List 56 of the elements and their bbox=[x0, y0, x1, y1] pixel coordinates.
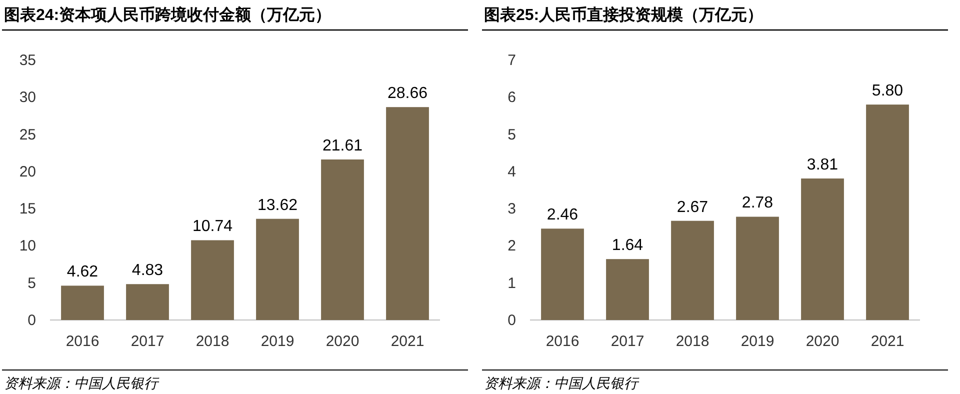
data-label: 4.83 bbox=[132, 262, 164, 280]
x-tick-label: 2020 bbox=[806, 333, 840, 350]
bar bbox=[191, 240, 234, 320]
data-label: 21.61 bbox=[322, 137, 363, 154]
y-tick-label: 10 bbox=[19, 238, 36, 255]
bar bbox=[801, 178, 844, 320]
data-label: 28.66 bbox=[387, 85, 428, 102]
x-tick-label: 2017 bbox=[130, 333, 164, 350]
x-tick-label: 2016 bbox=[546, 333, 580, 350]
data-label: 13.62 bbox=[257, 196, 298, 214]
x-tick-label: 2019 bbox=[260, 333, 294, 350]
x-tick-label: 2021 bbox=[390, 333, 424, 350]
x-tick-label: 2018 bbox=[676, 333, 710, 350]
y-tick-label: 2 bbox=[508, 238, 516, 255]
y-tick-label: 5 bbox=[508, 126, 516, 144]
chart-title: 图表25:人民币直接投资规模（万亿元） bbox=[484, 6, 764, 24]
y-tick-label: 5 bbox=[28, 274, 36, 292]
data-label: 3.81 bbox=[806, 156, 838, 174]
bar bbox=[386, 107, 429, 320]
y-tick-label: 4 bbox=[508, 163, 516, 180]
y-tick-label: 6 bbox=[508, 89, 516, 106]
bar bbox=[866, 104, 909, 320]
x-tick-label: 2018 bbox=[196, 333, 230, 350]
x-tick-label: 2017 bbox=[610, 333, 644, 350]
y-tick-label: 30 bbox=[19, 89, 36, 106]
data-label: 5.80 bbox=[872, 82, 904, 100]
y-tick-label: 0 bbox=[508, 312, 516, 329]
data-label: 2.78 bbox=[742, 194, 774, 212]
y-tick-label: 35 bbox=[19, 52, 36, 69]
y-tick-label: 7 bbox=[508, 52, 516, 69]
bar bbox=[541, 228, 584, 320]
text: 资料来源：中国人民银行 bbox=[4, 375, 160, 391]
text: 资料来源：中国人民银行 bbox=[484, 375, 640, 391]
y-tick-label: 25 bbox=[19, 126, 36, 144]
bar bbox=[61, 286, 104, 320]
x-tick-label: 2021 bbox=[870, 333, 904, 350]
y-tick-label: 3 bbox=[508, 200, 516, 218]
y-tick-label: 0 bbox=[28, 312, 36, 329]
x-tick-label: 2019 bbox=[740, 333, 774, 350]
bar bbox=[256, 218, 299, 320]
data-label: 4.62 bbox=[66, 264, 98, 281]
bar bbox=[736, 216, 779, 320]
x-tick-label: 2020 bbox=[326, 333, 360, 350]
chart-title: 图表24:资本项人民币跨境收付金额（万亿元） bbox=[4, 5, 332, 24]
y-tick-label: 1 bbox=[508, 274, 516, 292]
bar bbox=[606, 259, 649, 320]
bar bbox=[126, 284, 169, 320]
data-label: 2.67 bbox=[676, 198, 708, 216]
data-label: 1.64 bbox=[612, 237, 644, 254]
bar bbox=[671, 220, 714, 320]
data-label: 10.74 bbox=[192, 218, 233, 236]
bar bbox=[321, 159, 364, 320]
y-tick-label: 15 bbox=[19, 200, 36, 218]
data-label: 2.46 bbox=[546, 206, 578, 224]
y-tick-label: 20 bbox=[19, 163, 36, 180]
x-tick-label: 2016 bbox=[66, 333, 100, 350]
